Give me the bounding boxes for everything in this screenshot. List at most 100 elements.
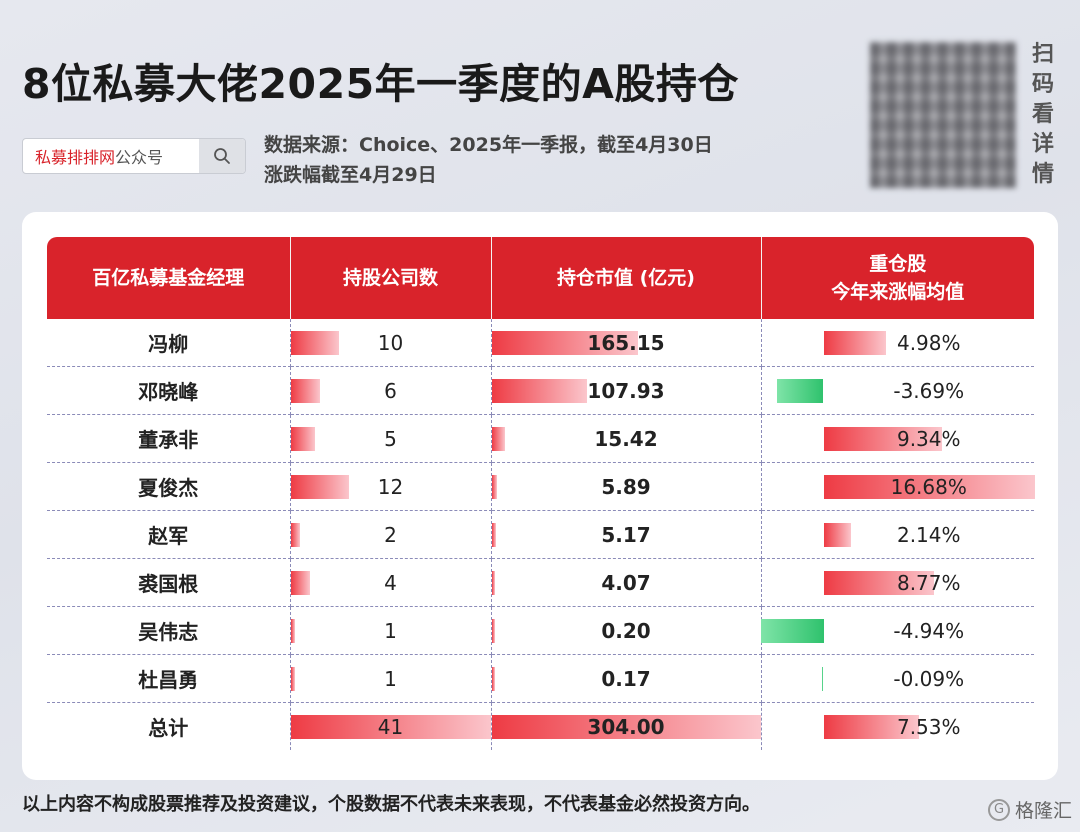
return-value: 9.34% xyxy=(896,426,961,451)
table-row: 赵军 2 5.17 2.14% xyxy=(47,510,1034,559)
companies-bar xyxy=(290,715,491,739)
logo-icon: G xyxy=(988,798,1010,821)
value-bar xyxy=(491,427,506,451)
table-row: 吴伟志 1 0.20 -4.94% xyxy=(47,606,1034,655)
return-cell: -0.09% xyxy=(761,654,1034,703)
return-value: -3.69% xyxy=(893,378,965,403)
search-suffix: 公众号 xyxy=(115,148,164,167)
disclaimer: 以上内容不构成股票推荐及投资建议，个股数据不代表未来表现，不代表基金必然投资方向… xyxy=(22,794,760,815)
search-text[interactable]: 私募排排网 公众号 xyxy=(23,139,199,173)
return-cell: 2.14% xyxy=(761,510,1034,559)
companies-cell: 2 xyxy=(290,510,492,559)
companies-bar xyxy=(290,475,350,499)
column-header-return: 重仓股 今年来涨幅均值 xyxy=(761,237,1034,319)
companies-cell: 10 xyxy=(290,319,492,367)
qr-code[interactable] xyxy=(870,42,1016,188)
return-bar-negative xyxy=(822,667,824,691)
holdings-table: 百亿私募基金经理 持股公司数 持仓市值 (亿元) 重仓股 今年来涨幅均值 冯柳 1… xyxy=(47,237,1035,751)
value-bar xyxy=(491,331,638,355)
companies-value: 41 xyxy=(377,714,404,739)
return-bar-negative xyxy=(776,379,824,403)
value-bar xyxy=(491,523,497,547)
companies-cell: 5 xyxy=(290,414,492,463)
return-bar-positive xyxy=(823,715,919,739)
value-bar xyxy=(491,619,495,643)
return-bar-positive xyxy=(823,475,1035,499)
return-bar-positive xyxy=(823,523,851,547)
companies-value: 1 xyxy=(384,618,397,643)
companies-bar xyxy=(290,331,340,355)
value-cell: 304.00 xyxy=(491,702,762,750)
companies-cell: 4 xyxy=(290,558,492,607)
value-cell: 4.07 xyxy=(491,558,762,607)
manager-name: 杜昌勇 xyxy=(47,654,291,703)
search-icon xyxy=(214,148,230,164)
companies-bar xyxy=(290,619,296,643)
value-bar xyxy=(491,667,495,691)
companies-bar xyxy=(290,523,301,547)
manager-name: 董承非 xyxy=(47,414,291,463)
companies-value: 10 xyxy=(377,330,404,355)
return-cell: 7.53% xyxy=(761,703,1034,751)
value-amount: 5.17 xyxy=(601,522,651,547)
qr-label: 扫码看详情 xyxy=(1031,42,1054,187)
return-value: 8.77% xyxy=(896,570,961,595)
return-bar-positive xyxy=(823,571,935,595)
logo-text: 格隆汇 xyxy=(1015,800,1073,822)
companies-value: 6 xyxy=(384,378,397,403)
manager-name: 夏俊杰 xyxy=(47,462,291,511)
value-amount: 4.07 xyxy=(601,570,651,595)
column-header-companies: 持股公司数 xyxy=(290,237,492,319)
return-bar-positive xyxy=(823,427,942,451)
manager-name: 裘国根 xyxy=(47,558,291,607)
return-cell: -3.69% xyxy=(761,366,1034,415)
companies-cell: 41 xyxy=(290,702,492,750)
companies-cell: 1 xyxy=(290,654,492,703)
value-cell: 0.20 xyxy=(491,606,762,655)
source-line-1: 数据来源：Choice、2025年一季报，截至4月30日 xyxy=(264,134,713,156)
column-header-value: 持仓市值 (亿元) xyxy=(491,237,762,319)
table-row-total: 总计 41 304.00 7.53% xyxy=(47,702,1034,751)
companies-value: 1 xyxy=(384,666,397,691)
manager-name: 总计 xyxy=(47,702,291,750)
companies-bar xyxy=(290,379,320,403)
manager-name: 赵军 xyxy=(47,510,291,559)
table-row: 裘国根 4 4.07 8.77% xyxy=(47,558,1034,607)
manager-name: 吴伟志 xyxy=(47,606,291,655)
return-cell: 16.68% xyxy=(761,462,1035,511)
value-cell: 5.89 xyxy=(491,462,762,511)
data-source: 数据来源：Choice、2025年一季报，截至4月30日 涨跌幅截至4月29日 xyxy=(264,130,713,190)
return-cell: -4.94% xyxy=(761,606,1034,655)
return-value: 7.53% xyxy=(896,714,961,739)
table-row: 邓晓峰 6 107.93 -3.69% xyxy=(47,366,1034,415)
value-cell: 107.93 xyxy=(491,366,762,415)
return-value: 16.68% xyxy=(890,474,967,499)
value-cell: 5.17 xyxy=(491,510,762,559)
companies-value: 4 xyxy=(384,570,397,595)
value-bar xyxy=(491,571,496,595)
brand-logo: G 格隆汇 xyxy=(988,796,1072,823)
search-box[interactable]: 私募排排网 公众号 xyxy=(22,138,246,174)
value-cell: 165.15 xyxy=(491,319,762,367)
return-bar-negative xyxy=(761,619,824,643)
value-bar xyxy=(491,715,761,739)
value-cell: 0.17 xyxy=(491,654,762,703)
search-button[interactable] xyxy=(199,139,245,173)
return-value: -4.94% xyxy=(893,618,965,643)
table-row: 杜昌勇 1 0.17 -0.09% xyxy=(47,654,1034,703)
page-title: 8位私募大佬2025年一季度的A股持仓 xyxy=(22,60,739,108)
companies-cell: 12 xyxy=(290,462,492,511)
value-amount: 5.89 xyxy=(601,474,651,499)
search-brand: 私募排排网 xyxy=(35,148,116,167)
companies-cell: 1 xyxy=(290,606,492,655)
value-amount: 15.42 xyxy=(594,426,658,451)
table-row: 董承非 5 15.42 9.34% xyxy=(47,414,1034,463)
return-value: -0.09% xyxy=(893,666,965,691)
manager-name: 邓晓峰 xyxy=(47,366,291,415)
table-header-row: 百亿私募基金经理 持股公司数 持仓市值 (亿元) 重仓股 今年来涨幅均值 xyxy=(47,237,1034,319)
return-bar-positive xyxy=(823,331,887,355)
column-header-manager: 百亿私募基金经理 xyxy=(47,237,291,319)
manager-name: 冯柳 xyxy=(47,319,291,367)
return-cell: 9.34% xyxy=(761,414,1034,463)
companies-bar xyxy=(290,427,315,451)
